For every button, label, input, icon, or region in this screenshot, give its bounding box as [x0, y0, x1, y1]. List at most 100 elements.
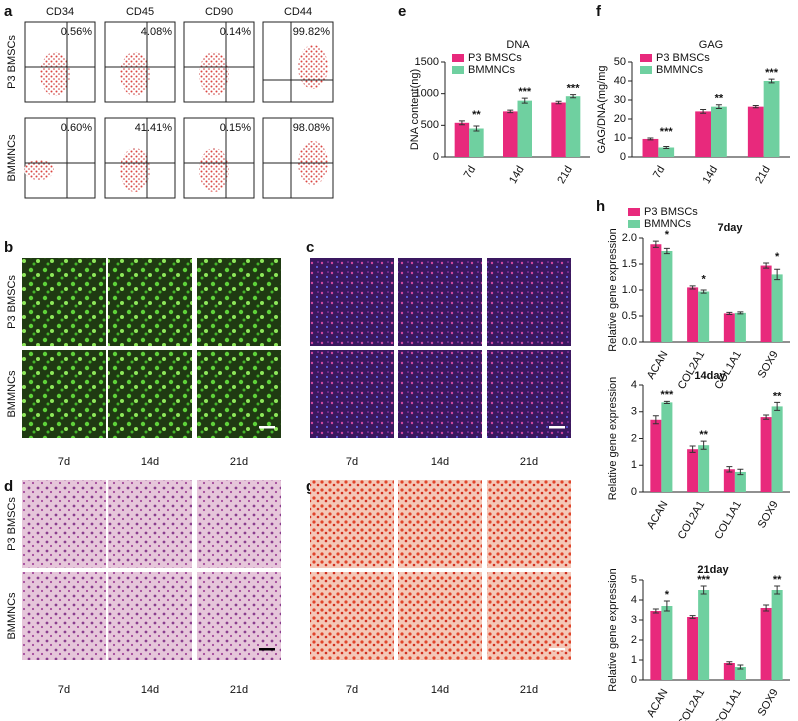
significance: ** — [773, 574, 782, 586]
micrograph — [108, 572, 192, 660]
bar — [760, 608, 772, 680]
error-bar — [752, 105, 759, 109]
column-label: 7d — [58, 684, 70, 696]
significance: *** — [660, 126, 674, 138]
panel-letter: b — [4, 239, 13, 256]
error-bar — [458, 120, 465, 126]
y-tick-label: 1500 — [415, 56, 439, 68]
x-tick-label: 7d — [651, 164, 668, 181]
error-bar — [663, 146, 670, 149]
chart-title: DNA — [506, 39, 530, 51]
bar — [687, 287, 699, 342]
percentage: 4.08% — [141, 26, 172, 38]
column-label: 21d — [520, 684, 538, 696]
panel-letter: a — [4, 3, 13, 20]
marker-label: CD90 — [205, 6, 233, 18]
percentage: 99.82% — [293, 26, 331, 38]
bar — [565, 96, 581, 157]
micrograph — [197, 480, 281, 568]
bar — [650, 244, 662, 342]
micrograph — [310, 258, 394, 346]
bar — [698, 590, 710, 680]
row-label: P3 BMSCs — [6, 35, 18, 89]
scale-bar — [259, 648, 275, 651]
micrograph — [22, 350, 106, 438]
bar — [760, 265, 772, 342]
percentage: 41.41% — [135, 122, 173, 134]
micrograph — [398, 480, 482, 568]
micrograph — [108, 350, 192, 438]
cell-cluster — [298, 45, 328, 89]
bar — [734, 471, 746, 492]
panel-letter: c — [306, 239, 314, 256]
y-tick-label: 1.5 — [622, 258, 637, 270]
y-axis-label: Relative gene expression — [607, 377, 619, 501]
micrograph — [398, 572, 482, 660]
y-tick-label: 2.0 — [622, 232, 637, 244]
y-axis-label: Relative gene expression — [607, 228, 619, 352]
bar — [687, 617, 699, 680]
error-bar — [700, 440, 707, 450]
row-label: BMMNCs — [6, 592, 18, 640]
cell-cluster — [199, 52, 229, 96]
legend-swatch — [628, 220, 640, 228]
bar — [771, 406, 783, 492]
micrograph — [197, 350, 281, 438]
error-bar — [700, 109, 707, 114]
x-tick-label: 7d — [462, 164, 479, 181]
error-bar — [663, 247, 670, 255]
scale-bar — [549, 426, 565, 429]
legend-swatch — [452, 66, 464, 74]
significance: ** — [472, 109, 481, 121]
row-label: BMMNCs — [6, 370, 18, 418]
legend-label: BMMNCs — [644, 218, 692, 230]
significance: ** — [699, 429, 708, 441]
legend-swatch — [640, 66, 652, 74]
micrograph — [310, 480, 394, 568]
error-bar — [726, 661, 733, 665]
error-bar — [715, 104, 722, 110]
cell-cluster — [120, 148, 150, 192]
percentage: 0.56% — [61, 26, 92, 38]
bar — [661, 402, 673, 492]
y-tick-label: 2 — [631, 634, 637, 646]
x-tick-label: 14d — [507, 164, 527, 186]
bar — [695, 111, 711, 157]
significance: *** — [660, 389, 674, 401]
error-bar — [737, 664, 744, 670]
bar — [650, 419, 662, 492]
error-bar — [473, 125, 480, 132]
marker-label: CD44 — [284, 6, 312, 18]
bar — [650, 611, 662, 680]
column-label: 7d — [58, 456, 70, 468]
bar — [661, 251, 673, 342]
bar — [723, 469, 735, 492]
legend-swatch — [452, 54, 464, 62]
bar — [503, 111, 518, 157]
y-tick-label: 3 — [631, 406, 637, 418]
error-bar — [763, 414, 770, 420]
y-tick-label: 5 — [631, 574, 637, 586]
micrograph — [108, 480, 192, 568]
significance: ** — [715, 93, 724, 105]
bar — [698, 445, 710, 492]
cell-cluster — [40, 52, 70, 96]
error-bar — [763, 604, 770, 612]
y-tick-label: 1000 — [415, 88, 439, 100]
y-axis-label: GAG/DNA(mg/mg — [596, 65, 608, 153]
legend-label: P3 BMSCs — [468, 52, 522, 64]
column-label: 14d — [141, 456, 159, 468]
x-tick-label: 14d — [701, 164, 721, 186]
bar — [723, 663, 735, 680]
y-tick-label: 1 — [631, 459, 637, 471]
error-bar — [737, 468, 744, 476]
error-bar — [726, 466, 733, 473]
panel-letter: d — [4, 478, 13, 495]
bar — [517, 100, 532, 157]
micrograph — [487, 258, 571, 346]
error-bar — [647, 137, 654, 141]
micrograph — [22, 480, 106, 568]
bar — [454, 122, 470, 157]
y-tick-label: 40 — [614, 75, 626, 87]
error-bar — [663, 600, 670, 612]
